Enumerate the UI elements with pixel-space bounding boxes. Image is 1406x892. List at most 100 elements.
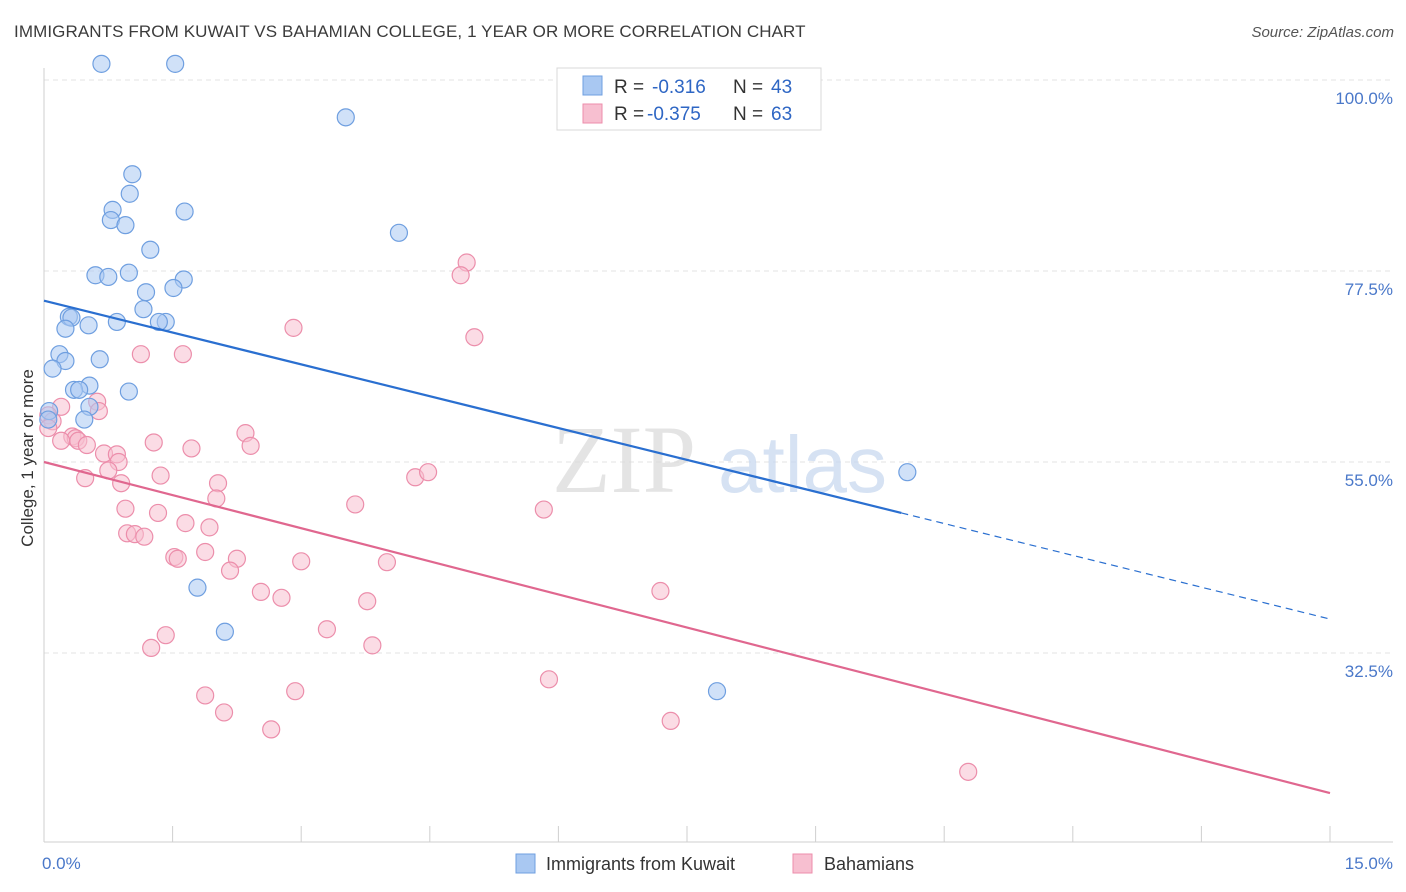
pink-point-5 — [173, 345, 192, 364]
blue-point-36 — [39, 410, 58, 429]
bottom-legend-label-pink: Bahamians — [824, 854, 914, 874]
blue-point-3 — [123, 165, 142, 184]
y-tick-label-1: 55.0% — [1345, 471, 1393, 490]
y-tick-label-0: 32.5% — [1345, 662, 1393, 681]
pink-point-61 — [959, 762, 978, 781]
pink-point-14 — [52, 431, 71, 450]
pink-point-18 — [241, 436, 260, 455]
pink-point-55 — [539, 670, 559, 689]
pink-point-42 — [168, 549, 187, 568]
blue-point-13 — [99, 267, 118, 287]
pink-point-36 — [200, 518, 219, 537]
series-legend: Immigrants from Kuwait Bahamians — [515, 853, 914, 874]
pink-point-3 — [465, 328, 484, 347]
legend-swatch-pink — [582, 103, 603, 124]
blue-trend-extension — [901, 512, 1331, 620]
legend-pink-n-label: N = — [733, 104, 763, 125]
legend-swatch-blue — [582, 75, 603, 96]
blue-point-17 — [134, 300, 153, 319]
legend-blue-n-label: N = — [733, 77, 763, 98]
chart-title: IMMIGRANTS FROM KUWAIT VS BAHAMIAN COLLE… — [14, 22, 806, 41]
pink-point-32 — [148, 503, 168, 523]
y-axis-label: College, 1 year or more — [18, 369, 37, 547]
blue-point-21 — [56, 319, 75, 338]
pink-point-31 — [116, 499, 135, 518]
pink-point-33 — [346, 495, 365, 514]
pink-point-2 — [284, 318, 303, 337]
blue-point-16 — [164, 278, 183, 298]
blue-point-10 — [141, 240, 160, 259]
blue-point-8 — [175, 202, 194, 221]
pink-point-34 — [534, 500, 553, 519]
blue-point-4 — [120, 184, 139, 203]
pink-point-39 — [135, 527, 154, 546]
pink-point-24 — [151, 466, 170, 485]
pink-point-48 — [251, 582, 271, 601]
pink-point-57 — [286, 682, 305, 701]
pink-point-4 — [131, 345, 150, 364]
blue-point-24 — [149, 312, 168, 332]
x-tick-left: 0.0% — [42, 854, 81, 873]
blue-point-12 — [119, 263, 138, 282]
legend-blue-r-value: -0.316 — [652, 77, 706, 98]
blue-point-7 — [116, 216, 135, 235]
pink-point-47 — [651, 581, 670, 601]
pink-point-17 — [144, 433, 163, 452]
blue-point-31 — [70, 380, 89, 399]
pink-point-15 — [77, 435, 96, 455]
blue-point-40 — [707, 682, 727, 701]
blue-series-points — [39, 54, 917, 701]
pink-point-58 — [214, 703, 234, 722]
trend-lines — [43, 299, 1331, 795]
pink-series-points — [39, 253, 978, 781]
axes — [43, 68, 1393, 843]
blue-point-27 — [90, 350, 109, 369]
stats-legend: R = -0.316 N = 43 R = -0.375 N = 63 — [556, 67, 822, 131]
pink-point-1 — [451, 266, 470, 285]
blue-point-38 — [188, 578, 207, 597]
blue-point-35 — [75, 410, 94, 429]
bottom-legend-label-blue: Immigrants from Kuwait — [546, 854, 735, 874]
y-tick-labels: 32.5% 55.0% 77.5% 100.0% — [1335, 89, 1393, 681]
pink-trend-line — [43, 460, 1331, 795]
blue-point-9 — [389, 223, 409, 242]
pink-point-40 — [196, 542, 215, 562]
bottom-legend-swatch-pink — [792, 853, 813, 874]
pink-point-50 — [358, 592, 377, 611]
legend-blue-n-value: 43 — [771, 77, 792, 98]
blue-point-2 — [336, 108, 355, 127]
pink-point-46 — [377, 553, 397, 572]
pink-point-60 — [262, 720, 281, 739]
blue-trend-line — [43, 299, 902, 515]
y-tick-label-3: 100.0% — [1335, 89, 1393, 108]
pink-point-27 — [418, 463, 438, 482]
legend-pink-r-label: R = — [614, 104, 644, 125]
pink-point-56 — [196, 686, 215, 705]
grid-lines — [44, 79, 1393, 654]
pink-point-44 — [220, 561, 240, 580]
watermark-zip: ZIP — [552, 406, 696, 513]
pink-point-35 — [176, 514, 195, 533]
legend-blue-r-label: R = — [614, 77, 644, 98]
blue-point-37 — [898, 463, 917, 482]
pink-point-19 — [182, 439, 201, 458]
pink-point-51 — [156, 626, 175, 645]
pink-point-45 — [292, 552, 311, 571]
blue-point-0 — [92, 54, 111, 73]
blue-point-39 — [215, 622, 234, 641]
blue-point-15 — [136, 283, 156, 302]
blue-point-22 — [79, 316, 98, 335]
pink-point-54 — [142, 638, 161, 658]
blue-point-1 — [166, 54, 185, 73]
chart-source: Source: ZipAtlas.com — [1251, 24, 1394, 41]
legend-pink-n-value: 63 — [771, 104, 792, 125]
legend-pink-r-value: -0.375 — [647, 104, 701, 125]
pink-point-49 — [272, 588, 291, 607]
pink-point-52 — [317, 620, 337, 639]
blue-point-28 — [43, 359, 62, 378]
bottom-legend-swatch-blue — [515, 853, 536, 874]
watermark: ZIP atlas — [552, 406, 887, 513]
watermark-atlas: atlas — [718, 420, 887, 509]
pink-point-29 — [208, 474, 228, 493]
